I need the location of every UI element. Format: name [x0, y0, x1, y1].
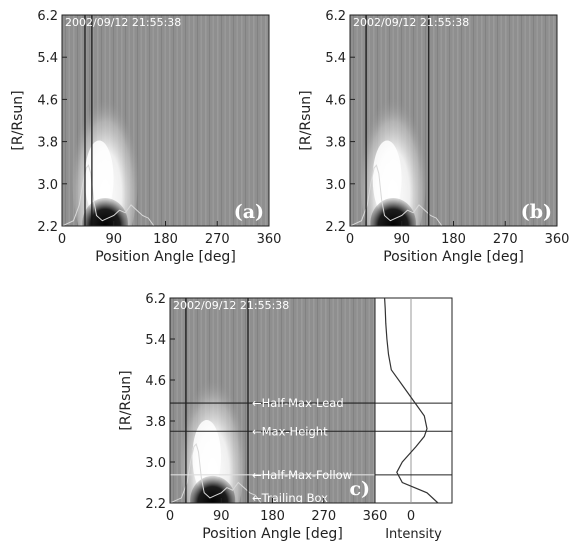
- y-tick-label: 6.2: [145, 292, 166, 307]
- y-tick-label: 3.0: [325, 178, 346, 193]
- y-tick-label: 5.4: [325, 51, 346, 66]
- y-tick-label: 3.8: [145, 415, 166, 430]
- dark-core: [82, 198, 128, 226]
- bright-core: [372, 140, 402, 217]
- y-tick-label: 4.6: [37, 93, 58, 108]
- y-axis-label: [R/Rsun]: [10, 90, 26, 150]
- x-tick-label: 180: [153, 232, 178, 247]
- panel-letter: c): [349, 478, 370, 500]
- y-tick-label: 2.2: [145, 497, 166, 512]
- panel-letter: (b): [521, 201, 552, 223]
- y-tick-label: 3.0: [37, 178, 58, 193]
- dark-core: [190, 475, 236, 503]
- y-tick-label: 3.8: [37, 136, 58, 151]
- y-tick-label: 2.2: [37, 220, 58, 235]
- x-tick-label: 270: [205, 232, 230, 247]
- y-tick-label: 5.4: [37, 51, 58, 66]
- profile-overlay: [350, 164, 557, 226]
- marker-label-1: ←Half-Max-Lead: [252, 396, 344, 410]
- marker-label-3: ←Half-Max-Follow: [252, 468, 352, 482]
- profile-overlay: [62, 164, 269, 226]
- y-axis-label: [R/Rsun]: [118, 370, 134, 430]
- x-tick-label: 360: [363, 509, 388, 524]
- y-tick-label: 6.2: [37, 9, 58, 24]
- timestamp: 2002/09/12 21:55:38: [65, 16, 181, 29]
- timestamp: 2002/09/12 21:55:38: [173, 299, 289, 312]
- x-tick-label: 90: [105, 232, 122, 247]
- timestamp: 2002/09/12 21:55:38: [353, 16, 469, 29]
- x-axis-label: Position Angle [deg]: [95, 249, 236, 265]
- y-tick-label: 3.8: [325, 136, 346, 151]
- heatmap-image: [350, 15, 557, 226]
- x-tick-label: 180: [260, 509, 285, 524]
- x-tick-label: 90: [213, 509, 230, 524]
- profile-overlay: [170, 443, 375, 503]
- x-tick-label: 360: [545, 232, 570, 247]
- x-tick-label: 270: [493, 232, 518, 247]
- heatmap-image: ←Half-Max-Lead ←Max-Height ←Half-Max-Follo…: [170, 298, 375, 505]
- panel-c: ←Half-Max-Lead ←Max-Height ←Half-Max-Follo…: [118, 292, 387, 542]
- x-axis-label: Position Angle [deg]: [202, 526, 343, 542]
- y-tick-label: 5.4: [145, 333, 166, 348]
- y-tick-label: 4.6: [325, 93, 346, 108]
- y-tick-label: 4.6: [145, 374, 166, 389]
- x-tick-label: 90: [393, 232, 410, 247]
- x-tick-label: 0: [166, 509, 174, 524]
- heatmap-image: [62, 15, 269, 226]
- dark-core: [370, 198, 416, 226]
- intensity-axis-label: Intensity: [385, 527, 442, 542]
- panel-letter: (a): [234, 201, 264, 223]
- intensity-profile: [384, 297, 439, 504]
- y-tick-label: 6.2: [325, 9, 346, 24]
- panel-a: 2002/09/12 21:55:38 (a) 2.2 3.0 3.8 4.6 5.4 6.2…: [10, 9, 281, 265]
- x-tick-label: 360: [257, 232, 282, 247]
- y-tick-label: 3.0: [145, 456, 166, 471]
- y-axis-label: [R/Rsun]: [298, 90, 314, 150]
- x-tick-label: 0: [346, 232, 354, 247]
- intensity-panel: 0 Intensity: [374, 297, 453, 542]
- x-tick-label: 0: [58, 232, 66, 247]
- intensity-tick-label: 0: [407, 509, 415, 524]
- y-tick-label: 2.2: [325, 220, 346, 235]
- marker-label-2: ←Max-Height: [252, 424, 328, 438]
- panel-b: 2002/09/12 21:55:38 (b) 2.2 3.0 3.8 4.6 5.4 6.2…: [298, 9, 569, 265]
- x-tick-label: 180: [441, 232, 466, 247]
- x-tick-label: 270: [311, 509, 336, 524]
- x-axis-label: Position Angle [deg]: [383, 249, 524, 265]
- marker-label-4: ←Trailing Box: [252, 491, 328, 505]
